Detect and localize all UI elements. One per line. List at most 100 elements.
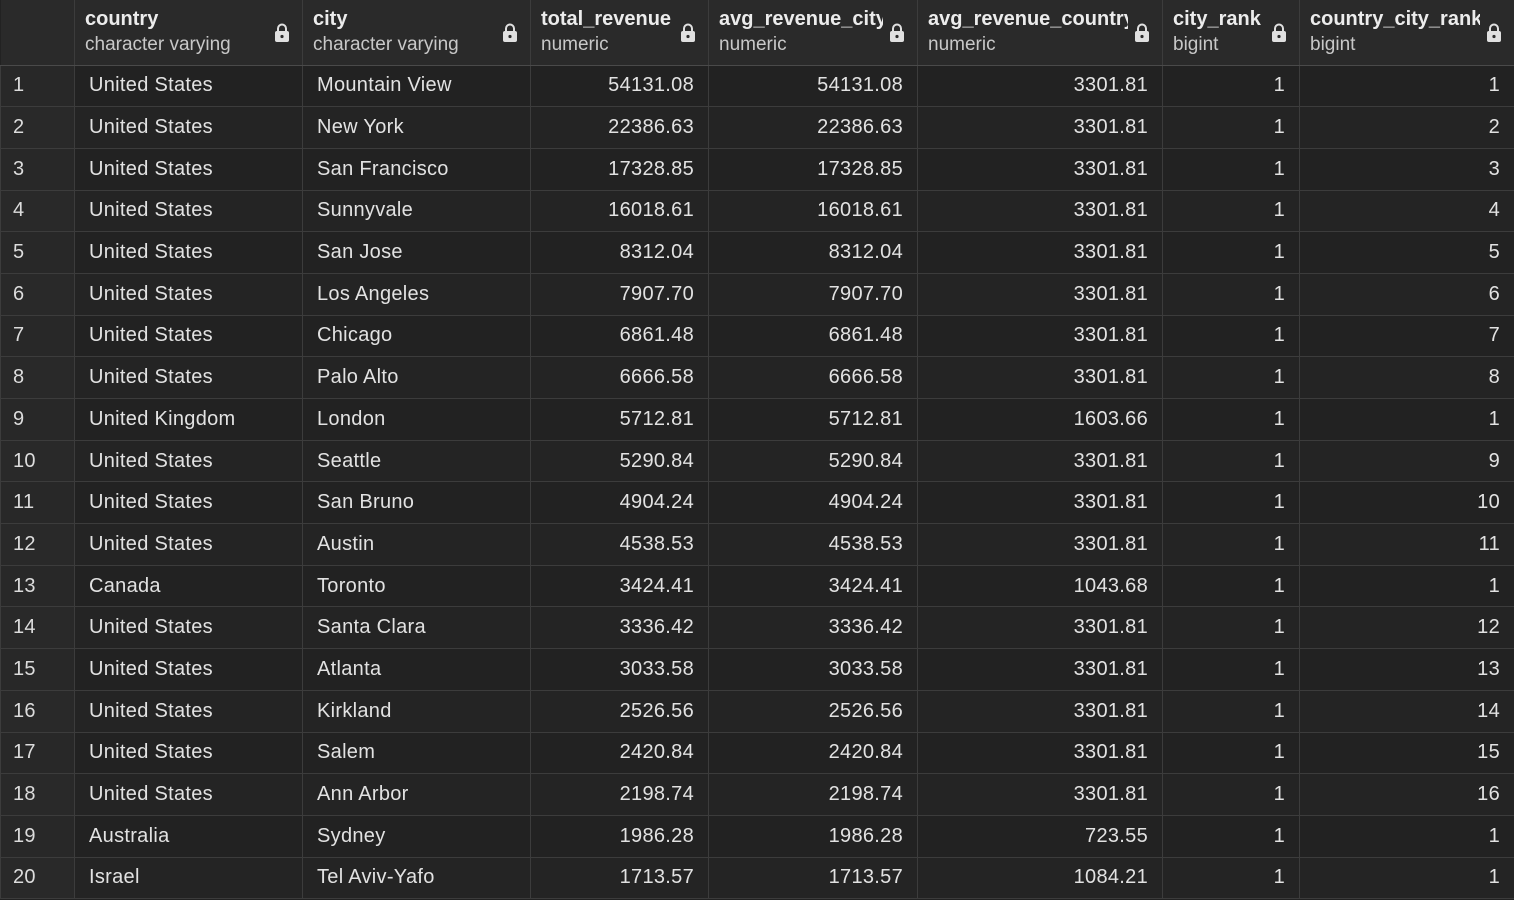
cell-total-revenue[interactable]: 1713.57 (530, 857, 709, 900)
cell-country[interactable]: United States (74, 315, 303, 358)
table-row[interactable]: 8 United States Palo Alto 6666.58 6666.58 330… (0, 356, 1514, 399)
cell-city[interactable]: Seattle (302, 440, 531, 483)
cell-city-rank[interactable]: 1 (1162, 148, 1300, 191)
row-number[interactable]: 17 (0, 732, 75, 775)
cell-avg-revenue-city[interactable]: 3336.42 (708, 606, 918, 650)
column-header-total-revenue[interactable]: total_revenue numeric (530, 0, 709, 66)
cell-total-revenue[interactable]: 7907.70 (530, 273, 709, 316)
cell-country-city-rank[interactable]: 16 (1299, 773, 1514, 816)
row-number[interactable]: 3 (0, 148, 75, 191)
cell-country-city-rank[interactable]: 1 (1299, 815, 1514, 858)
cell-country-city-rank[interactable]: 15 (1299, 732, 1514, 775)
cell-city[interactable]: Tel Aviv-Yafo (302, 857, 531, 900)
row-number[interactable]: 15 (0, 648, 75, 691)
table-row[interactable]: 20 Israel Tel Aviv-Yafo 1713.57 1713.57 1084.… (0, 857, 1514, 900)
cell-avg-revenue-country[interactable]: 3301.81 (917, 690, 1163, 733)
cell-country-city-rank[interactable]: 5 (1299, 231, 1514, 274)
cell-avg-revenue-country[interactable]: 3301.81 (917, 65, 1163, 108)
cell-country-city-rank[interactable]: 13 (1299, 648, 1514, 691)
cell-avg-revenue-city[interactable]: 3424.41 (708, 565, 918, 608)
cell-country-city-rank[interactable]: 11 (1299, 523, 1514, 566)
column-header-city[interactable]: city character varying (302, 0, 531, 66)
cell-country[interactable]: United States (74, 190, 303, 233)
cell-country[interactable]: United States (74, 356, 303, 399)
cell-total-revenue[interactable]: 6666.58 (530, 356, 709, 399)
cell-avg-revenue-city[interactable]: 3033.58 (708, 648, 918, 691)
cell-city[interactable]: Kirkland (302, 690, 531, 733)
row-number[interactable]: 19 (0, 815, 75, 858)
cell-country[interactable]: United States (74, 773, 303, 816)
cell-city[interactable]: Mountain View (302, 65, 531, 108)
row-number[interactable]: 9 (0, 398, 75, 441)
cell-avg-revenue-city[interactable]: 2420.84 (708, 732, 918, 775)
cell-country[interactable]: United States (74, 231, 303, 274)
row-number[interactable]: 2 (0, 106, 75, 149)
table-row[interactable]: 18 United States Ann Arbor 2198.74 2198.74 33… (0, 773, 1514, 816)
cell-avg-revenue-country[interactable]: 3301.81 (917, 648, 1163, 691)
cell-avg-revenue-country[interactable]: 3301.81 (917, 732, 1163, 775)
column-header-city-rank[interactable]: city_rank bigint (1162, 0, 1300, 66)
table-row[interactable]: 15 United States Atlanta 3033.58 3033.58 3301… (0, 648, 1514, 691)
table-row[interactable]: 16 United States Kirkland 2526.56 2526.56 330… (0, 690, 1514, 733)
cell-total-revenue[interactable]: 17328.85 (530, 148, 709, 191)
cell-avg-revenue-city[interactable]: 2198.74 (708, 773, 918, 816)
cell-avg-revenue-city[interactable]: 1713.57 (708, 857, 918, 900)
row-number[interactable]: 16 (0, 690, 75, 733)
cell-country-city-rank[interactable]: 1 (1299, 398, 1514, 441)
cell-city-rank[interactable]: 1 (1162, 481, 1300, 525)
cell-city-rank[interactable]: 1 (1162, 356, 1300, 399)
cell-country[interactable]: Israel (74, 857, 303, 900)
cell-city-rank[interactable]: 1 (1162, 773, 1300, 816)
row-number[interactable]: 8 (0, 356, 75, 399)
cell-avg-revenue-city[interactable]: 5712.81 (708, 398, 918, 441)
cell-total-revenue[interactable]: 3336.42 (530, 606, 709, 650)
row-number-header[interactable] (0, 0, 75, 66)
cell-avg-revenue-country[interactable]: 3301.81 (917, 273, 1163, 316)
cell-country[interactable]: United States (74, 106, 303, 149)
cell-city-rank[interactable]: 1 (1162, 565, 1300, 608)
cell-country[interactable]: United States (74, 690, 303, 733)
cell-country[interactable]: United States (74, 65, 303, 108)
table-row[interactable]: 1 United States Mountain View 54131.08 54131… (0, 65, 1514, 108)
cell-city-rank[interactable]: 1 (1162, 65, 1300, 108)
row-number[interactable]: 4 (0, 190, 75, 233)
cell-avg-revenue-country[interactable]: 1084.21 (917, 857, 1163, 900)
cell-country-city-rank[interactable]: 4 (1299, 190, 1514, 233)
table-row[interactable]: 4 United States Sunnyvale 16018.61 16018.61 3… (0, 190, 1514, 233)
cell-city-rank[interactable]: 1 (1162, 315, 1300, 358)
column-header-country[interactable]: country character varying (74, 0, 303, 66)
cell-avg-revenue-country[interactable]: 3301.81 (917, 106, 1163, 149)
table-row[interactable]: 12 United States Austin 4538.53 4538.53 3301.… (0, 523, 1514, 566)
cell-avg-revenue-city[interactable]: 54131.08 (708, 65, 918, 108)
cell-avg-revenue-country[interactable]: 3301.81 (917, 148, 1163, 191)
row-number[interactable]: 7 (0, 315, 75, 358)
cell-avg-revenue-city[interactable]: 4538.53 (708, 523, 918, 566)
cell-city[interactable]: San Francisco (302, 148, 531, 191)
cell-city-rank[interactable]: 1 (1162, 106, 1300, 149)
cell-avg-revenue-country[interactable]: 1043.68 (917, 565, 1163, 608)
column-header-avg-revenue-country[interactable]: avg_revenue_country numeric (917, 0, 1163, 66)
cell-total-revenue[interactable]: 8312.04 (530, 231, 709, 274)
cell-country[interactable]: United States (74, 606, 303, 650)
cell-country-city-rank[interactable]: 6 (1299, 273, 1514, 316)
cell-city-rank[interactable]: 1 (1162, 732, 1300, 775)
cell-city-rank[interactable]: 1 (1162, 231, 1300, 274)
cell-total-revenue[interactable]: 3424.41 (530, 565, 709, 608)
row-number[interactable]: 18 (0, 773, 75, 816)
table-row[interactable]: 13 Canada Toronto 3424.41 3424.41 1043.68 1 1 (0, 565, 1514, 608)
table-row[interactable]: 10 United States Seattle 5290.84 5290.84 3301… (0, 440, 1514, 483)
table-row[interactable]: 7 United States Chicago 6861.48 6861.48 3301.… (0, 315, 1514, 358)
table-row[interactable]: 19 Australia Sydney 1986.28 1986.28 723.55 1 1 (0, 815, 1514, 858)
cell-city[interactable]: Palo Alto (302, 356, 531, 399)
cell-total-revenue[interactable]: 22386.63 (530, 106, 709, 149)
table-row[interactable]: 6 United States Los Angeles 7907.70 7907.70 3… (0, 273, 1514, 316)
cell-country-city-rank[interactable]: 2 (1299, 106, 1514, 149)
cell-country[interactable]: Canada (74, 565, 303, 608)
cell-avg-revenue-city[interactable]: 16018.61 (708, 190, 918, 233)
cell-city[interactable]: Sydney (302, 815, 531, 858)
cell-avg-revenue-country[interactable]: 3301.81 (917, 315, 1163, 358)
row-number[interactable]: 13 (0, 565, 75, 608)
cell-country[interactable]: United States (74, 523, 303, 566)
cell-city[interactable]: Sunnyvale (302, 190, 531, 233)
cell-total-revenue[interactable]: 5290.84 (530, 440, 709, 483)
